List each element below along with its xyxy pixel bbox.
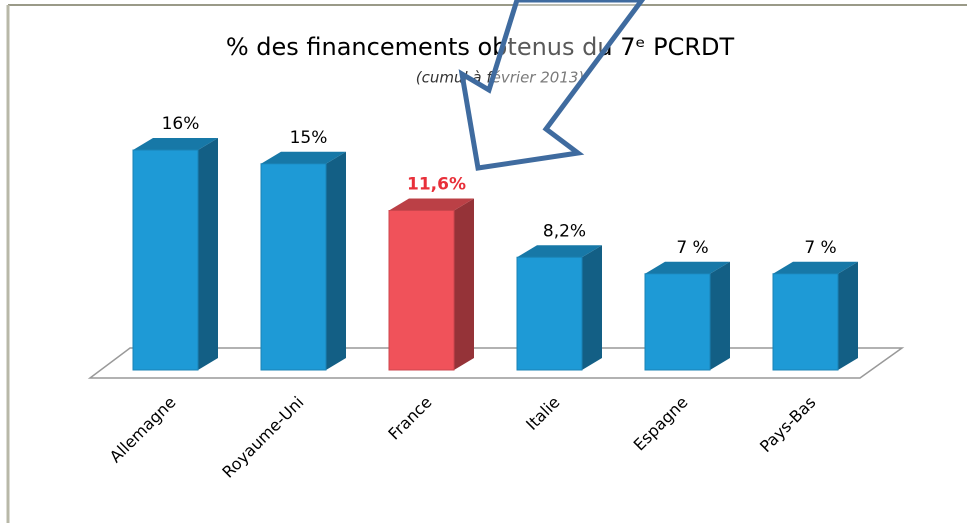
bar	[772, 273, 839, 371]
x-tick-label: Pays-Bas	[756, 393, 820, 457]
bar-top	[773, 261, 858, 274]
bar-side	[454, 198, 474, 370]
chart-title: % des financements obtenus du 7ᵉ PCRDT	[226, 33, 735, 61]
bar-side	[710, 261, 730, 370]
value-label: 16%	[162, 114, 200, 134]
bar-side	[582, 245, 602, 370]
value-label: 7 %	[676, 238, 708, 258]
value-label: 7 %	[804, 238, 836, 258]
bar	[260, 163, 327, 371]
bar-top	[645, 261, 730, 274]
bar	[644, 273, 711, 371]
arrow	[458, 0, 646, 171]
bar-side	[198, 138, 218, 370]
x-tick-label: Espagne	[630, 393, 692, 455]
bar	[388, 210, 455, 371]
x-tick-label: Royaume-Uni	[218, 393, 307, 482]
chart-subtitle: (cumul à février 2013)	[416, 69, 585, 87]
bar	[132, 149, 199, 371]
value-label: 15%	[290, 128, 328, 148]
x-tick-label: France	[384, 393, 435, 444]
bar-top	[261, 151, 346, 164]
bar-side	[838, 261, 858, 370]
value-label: 8,2%	[543, 221, 586, 241]
x-tick-label: Allemagne	[106, 393, 180, 467]
bar-top	[517, 245, 602, 258]
x-tick-label: Italie	[522, 393, 563, 434]
bar-top	[133, 138, 218, 150]
value-label: 11,6%	[407, 175, 466, 195]
bar-top	[389, 198, 474, 211]
bar	[516, 256, 583, 371]
bar-side	[326, 151, 346, 370]
